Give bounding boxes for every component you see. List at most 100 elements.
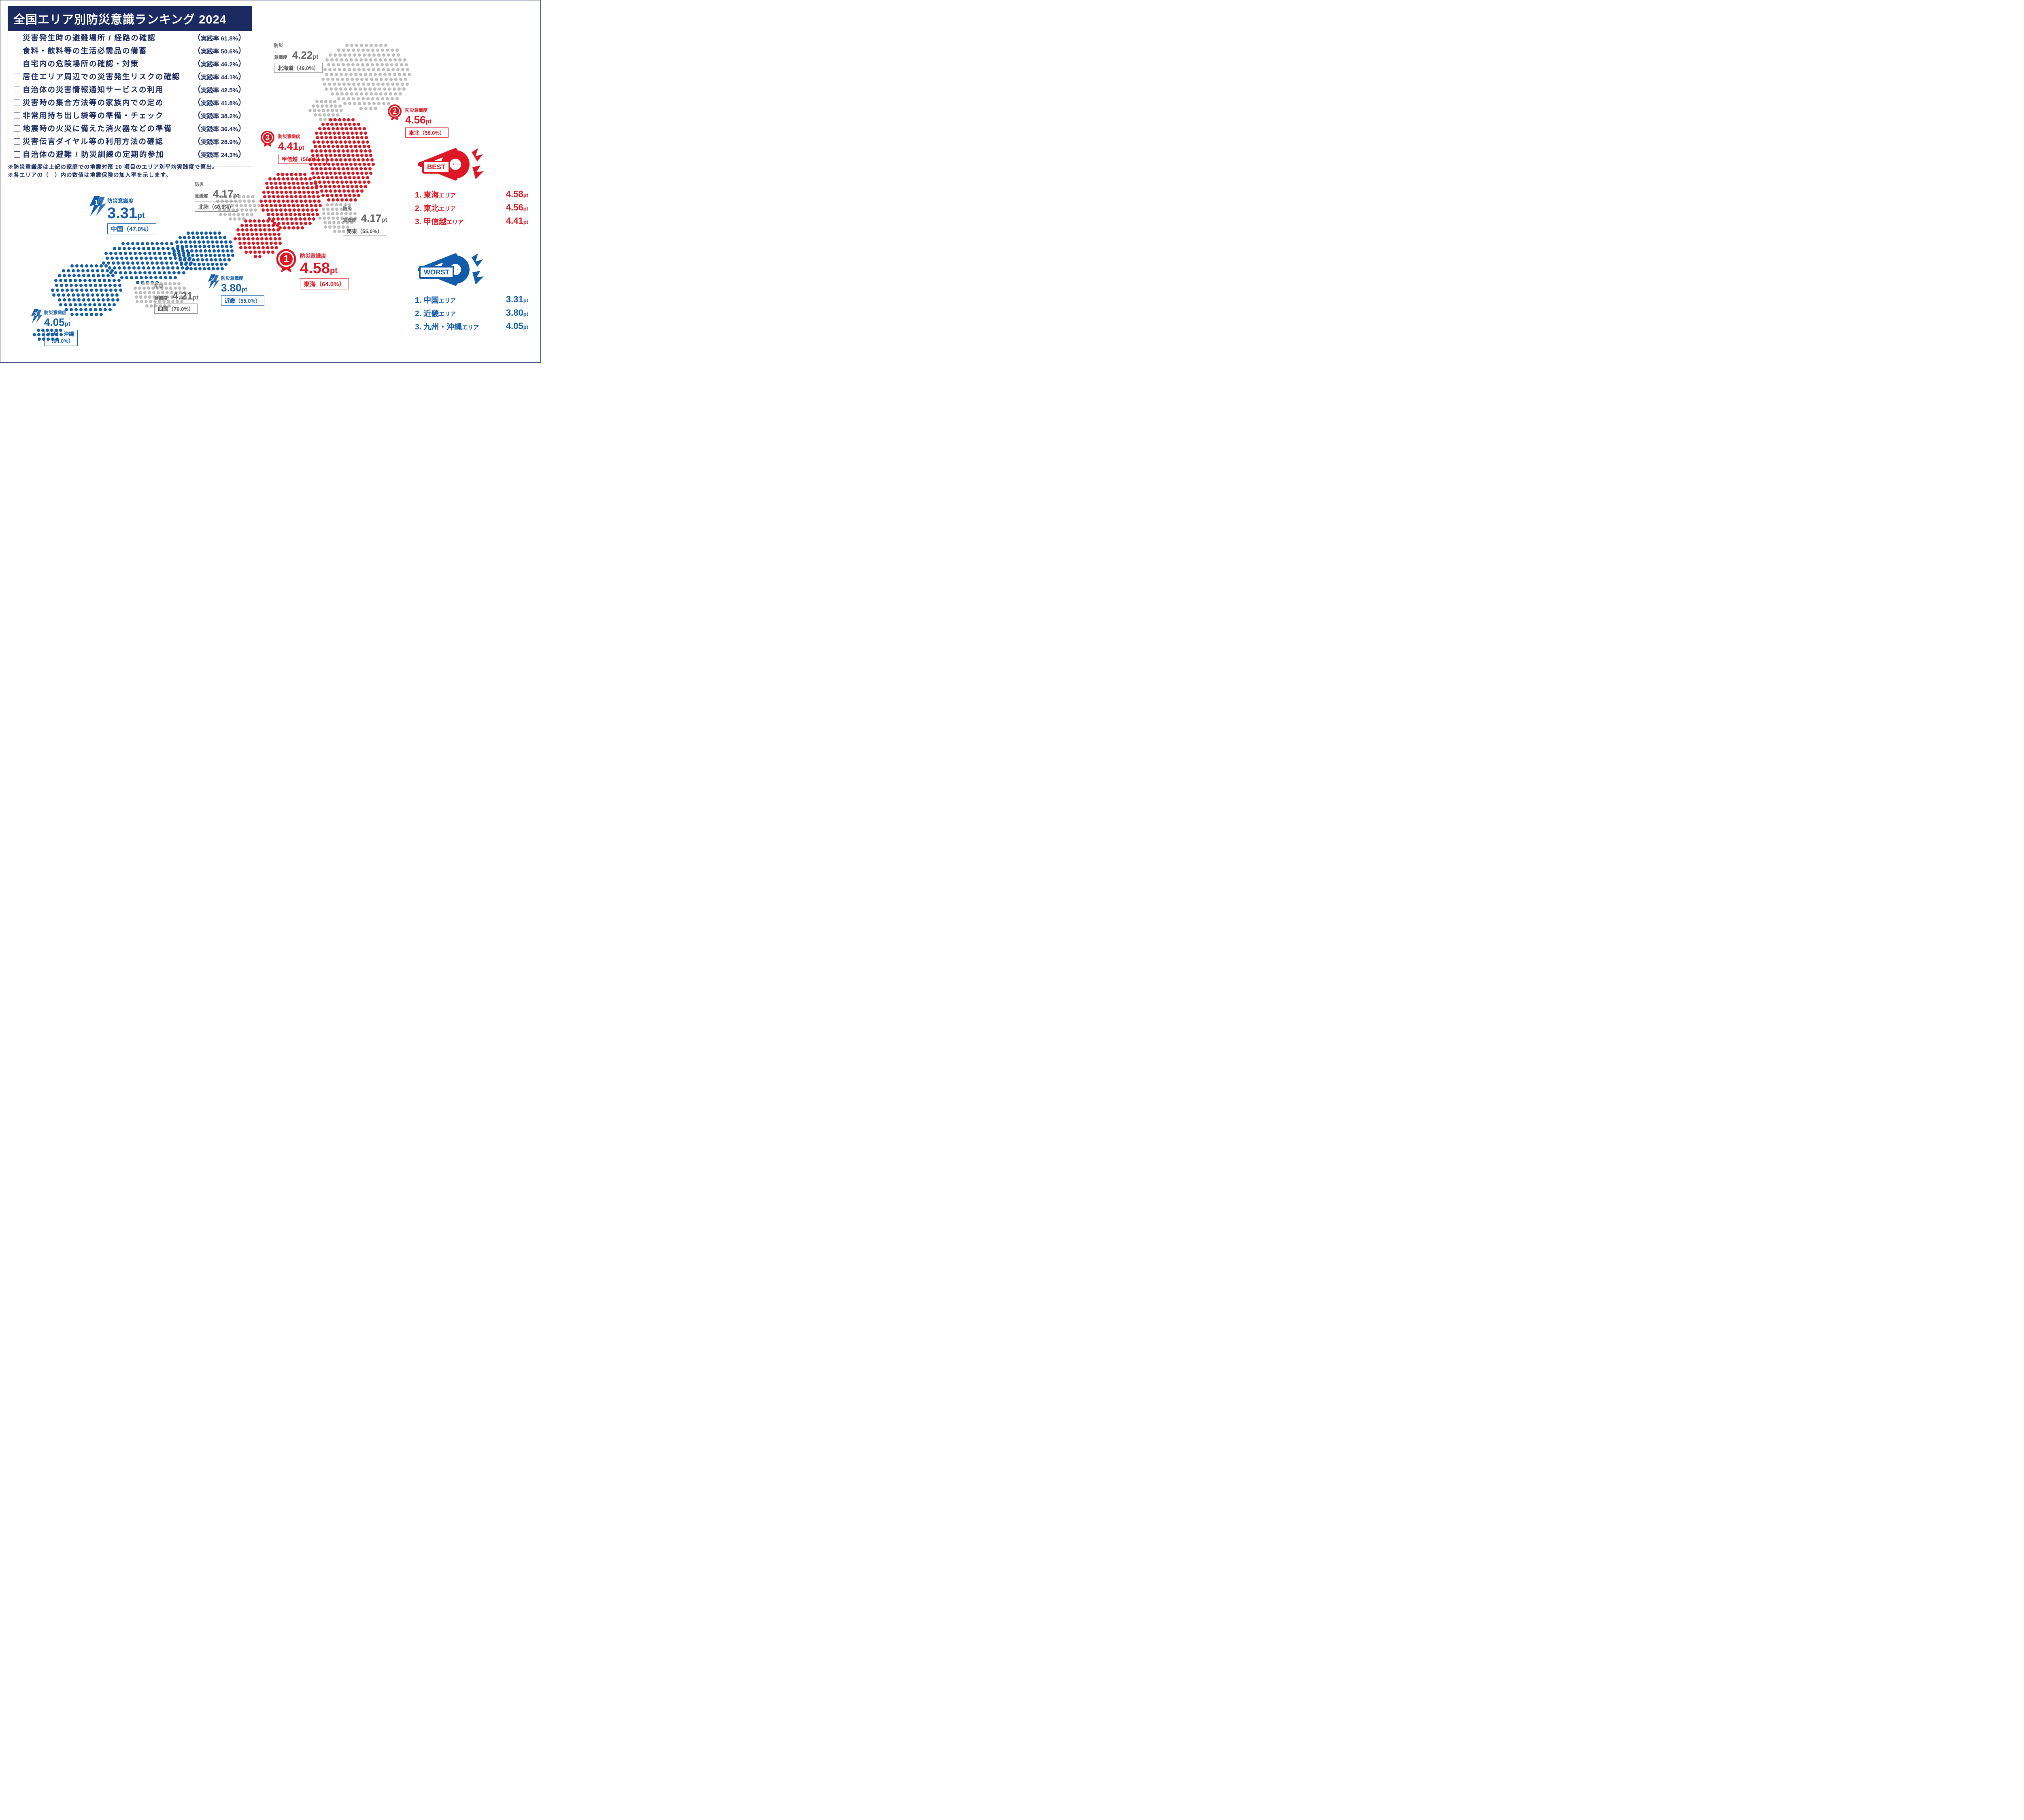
map-dot bbox=[93, 279, 96, 282]
map-dot bbox=[382, 68, 385, 71]
map-dot bbox=[317, 109, 321, 112]
map-dot bbox=[350, 92, 353, 96]
map-dot bbox=[84, 308, 87, 311]
map-dot bbox=[247, 195, 250, 198]
map-dot bbox=[342, 189, 346, 193]
map-dot bbox=[270, 182, 273, 185]
map-dot bbox=[403, 73, 406, 76]
map-dot bbox=[238, 237, 241, 240]
map-dot bbox=[247, 242, 251, 245]
map-dot bbox=[340, 109, 343, 112]
map-dot bbox=[344, 176, 347, 179]
map-dot bbox=[221, 249, 225, 253]
map-dot bbox=[353, 102, 356, 105]
map-dot bbox=[326, 176, 329, 179]
map-dot bbox=[114, 252, 117, 255]
map-dot bbox=[315, 167, 318, 170]
map-dot bbox=[143, 271, 147, 274]
map-dot bbox=[108, 279, 111, 282]
map-dot bbox=[316, 172, 319, 175]
svg-text:3: 3 bbox=[34, 311, 37, 317]
map-dot bbox=[200, 254, 203, 257]
map-dot bbox=[265, 204, 268, 207]
map-dot bbox=[323, 127, 326, 130]
map-dot bbox=[318, 127, 321, 130]
map-dot bbox=[378, 73, 382, 76]
map-dot bbox=[189, 240, 192, 244]
map-dot bbox=[268, 200, 272, 203]
map-dot bbox=[155, 242, 159, 245]
map-dot bbox=[301, 182, 304, 185]
map-dot bbox=[63, 298, 66, 302]
map-dot bbox=[396, 68, 400, 71]
map-dot bbox=[97, 274, 100, 277]
map-dot bbox=[266, 219, 270, 223]
map-dot bbox=[382, 53, 385, 57]
map-dot bbox=[280, 191, 283, 194]
map-dot bbox=[342, 167, 345, 170]
map-dot bbox=[393, 73, 396, 76]
map-dot bbox=[259, 200, 263, 203]
map-dot bbox=[293, 213, 297, 216]
map-dot bbox=[92, 274, 95, 277]
map-dot bbox=[140, 276, 143, 279]
svg-text:1: 1 bbox=[94, 199, 98, 207]
map-dot bbox=[333, 132, 336, 135]
map-dot bbox=[319, 185, 323, 188]
map-dot bbox=[329, 118, 332, 121]
map-dot bbox=[252, 200, 255, 203]
map-dot bbox=[140, 257, 143, 260]
map-dot bbox=[216, 267, 219, 270]
map-dot bbox=[381, 97, 384, 100]
callout-kanto: 防災意識度 4.17pt 関東（55.0%） bbox=[343, 205, 387, 236]
map-dot bbox=[123, 247, 126, 250]
map-dot bbox=[254, 224, 257, 227]
map-dot bbox=[345, 127, 348, 130]
map-dot bbox=[342, 49, 345, 52]
map-dot bbox=[104, 284, 107, 287]
map-dot bbox=[82, 274, 85, 277]
map-dot bbox=[253, 251, 257, 254]
map-dot bbox=[336, 181, 339, 184]
map-dot bbox=[104, 264, 108, 268]
map-dot bbox=[349, 73, 353, 76]
map-dot bbox=[324, 100, 327, 103]
map-dot bbox=[308, 200, 312, 203]
map-dot bbox=[149, 300, 152, 303]
map-dot bbox=[328, 185, 332, 188]
map-dot bbox=[366, 176, 369, 179]
map-dot bbox=[354, 127, 357, 130]
map-dot bbox=[131, 242, 134, 245]
map-dot bbox=[308, 177, 312, 181]
map-dot bbox=[374, 107, 377, 110]
map-dot bbox=[363, 102, 366, 105]
map-dot bbox=[361, 97, 365, 100]
map-dot bbox=[329, 100, 332, 103]
map-dot bbox=[221, 267, 224, 270]
map-dot bbox=[70, 289, 74, 292]
map-dot bbox=[315, 186, 318, 189]
map-dot bbox=[293, 191, 297, 194]
map-dot bbox=[299, 217, 302, 221]
map-dot bbox=[165, 242, 168, 245]
map-dot bbox=[268, 177, 272, 181]
map-dot bbox=[87, 298, 90, 302]
map-dot bbox=[276, 191, 279, 194]
map-dot bbox=[244, 204, 247, 207]
map-dot bbox=[372, 83, 375, 86]
map-dot bbox=[334, 189, 337, 193]
map-dot bbox=[337, 221, 340, 224]
rank-row: 1. 東海エリア4.58pt bbox=[415, 189, 528, 200]
map-dot bbox=[367, 163, 370, 166]
checkbox-icon bbox=[14, 151, 20, 158]
map-dot bbox=[77, 269, 80, 272]
map-dot bbox=[352, 83, 355, 86]
map-dot bbox=[369, 154, 372, 157]
map-dot bbox=[348, 194, 351, 197]
map-dot bbox=[357, 97, 360, 100]
map-dot bbox=[353, 140, 356, 144]
map-dot bbox=[387, 53, 390, 57]
map-dot bbox=[322, 208, 325, 211]
map-dot bbox=[77, 298, 81, 302]
map-dot bbox=[331, 212, 334, 215]
